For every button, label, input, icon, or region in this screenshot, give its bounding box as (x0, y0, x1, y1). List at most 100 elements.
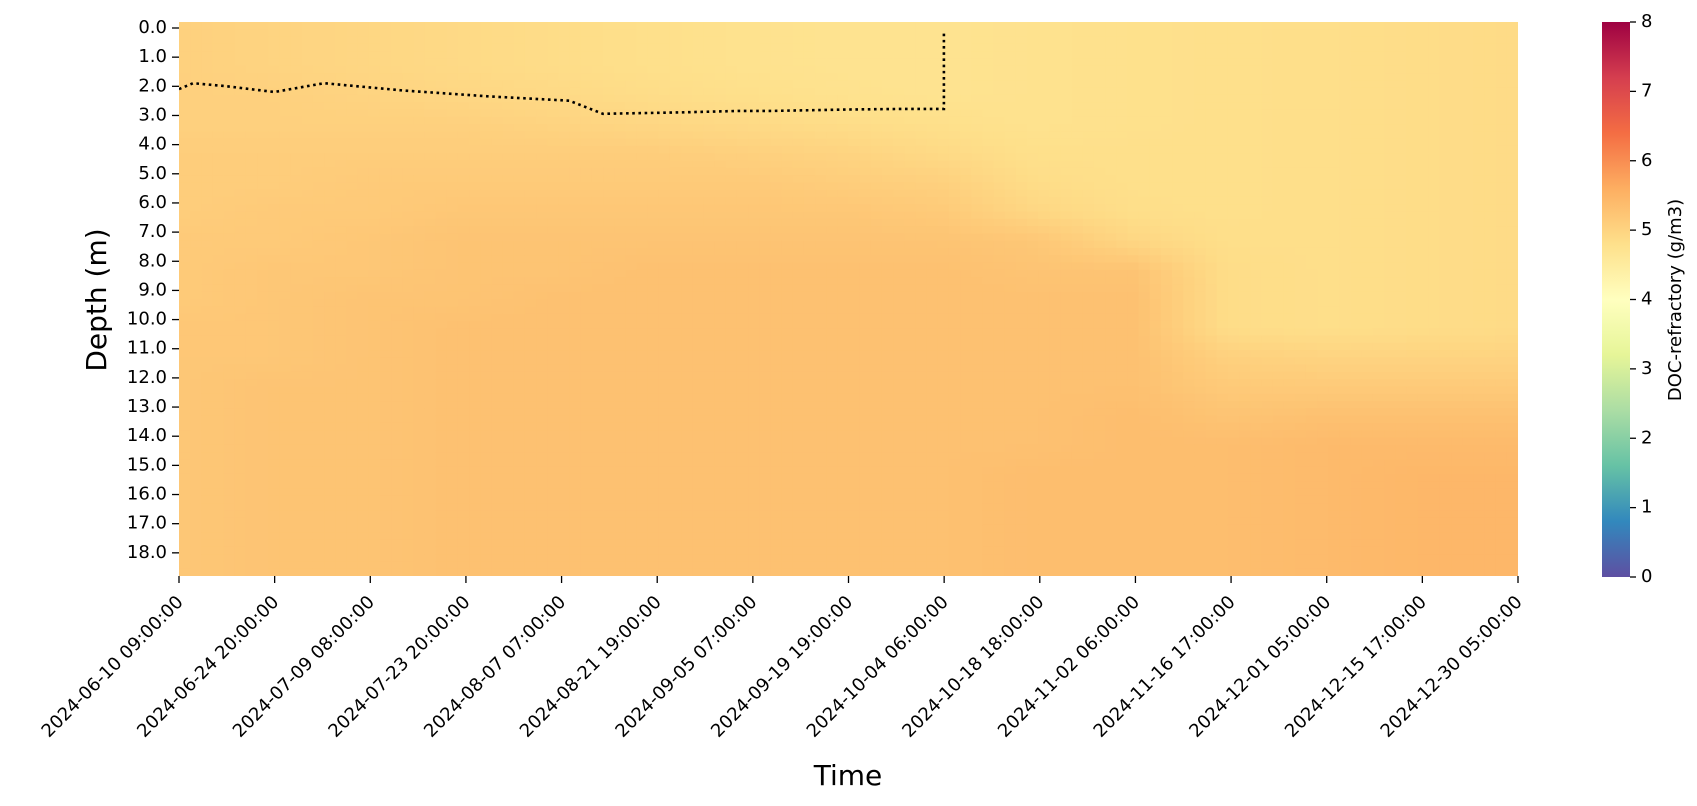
heatmap-cell (781, 22, 794, 30)
heatmap-cell (245, 291, 258, 300)
heatmap-cell (324, 145, 336, 154)
heatmap-cell (480, 43, 493, 52)
heatmap-cell (379, 335, 392, 344)
heatmap-cell (658, 284, 671, 293)
heatmap-cell (837, 335, 850, 344)
heatmap-cell (703, 109, 716, 118)
heatmap-cell (681, 94, 693, 103)
heatmap-cell (212, 226, 225, 234)
heatmap-cell (580, 328, 593, 337)
heatmap-cell (669, 328, 682, 337)
heatmap-cell (245, 277, 258, 286)
heatmap-cell (391, 116, 403, 125)
heatmap-cell (558, 495, 571, 504)
heatmap-cell (692, 408, 705, 417)
heatmap-cell (179, 284, 191, 293)
heatmap-cell (480, 131, 493, 140)
heatmap-cell (904, 240, 917, 249)
heatmap-cell (257, 357, 269, 366)
heatmap-cell (792, 94, 805, 103)
heatmap-cell (636, 539, 649, 548)
heatmap-cell (480, 116, 493, 125)
heatmap-cell (636, 401, 649, 409)
heatmap-cell (614, 561, 626, 570)
heatmap-cell (245, 167, 258, 176)
heatmap-cell (893, 539, 905, 548)
heatmap-cell (301, 189, 314, 198)
heatmap-cell (335, 284, 347, 293)
heatmap-cell (257, 277, 269, 286)
heatmap-cell (413, 335, 426, 344)
heatmap-cell (491, 58, 504, 67)
heatmap-cell (669, 51, 682, 60)
heatmap-cell (491, 80, 504, 89)
heatmap-cell (524, 262, 537, 271)
heatmap-cell (881, 94, 894, 103)
heatmap-cell (301, 546, 314, 555)
heatmap-cell (335, 73, 347, 81)
heatmap-cell (234, 517, 247, 526)
heatmap-cell (536, 568, 548, 576)
heatmap-cell (815, 218, 827, 227)
heatmap-cell (614, 473, 626, 482)
heatmap-cell (301, 160, 314, 169)
heatmap-cell (290, 51, 303, 60)
heatmap-cell (547, 73, 559, 81)
heatmap-cell (625, 153, 638, 162)
heatmap-cell (469, 386, 481, 395)
heatmap-cell (524, 379, 537, 388)
heatmap-cell (346, 364, 359, 373)
heatmap-cell (636, 422, 649, 431)
heatmap-cell (580, 73, 593, 81)
heatmap-cell (513, 401, 526, 409)
heatmap-cell (201, 328, 214, 337)
heatmap-cell (803, 437, 816, 446)
heatmap-cell (279, 291, 292, 300)
heatmap-cell (893, 313, 905, 322)
heatmap-cell (513, 87, 526, 96)
heatmap-cell (424, 131, 437, 140)
heatmap-cell (424, 138, 437, 147)
heatmap-cell (357, 539, 370, 548)
heatmap-cell (703, 546, 716, 555)
heatmap-cell (335, 459, 347, 468)
heatmap-cell (245, 269, 258, 278)
heatmap-cell (770, 116, 783, 125)
heatmap-cell (692, 262, 705, 271)
heatmap-cell (379, 22, 392, 30)
heatmap-cell (379, 291, 392, 300)
heatmap-cell (346, 65, 359, 74)
heatmap-cell (692, 196, 705, 205)
heatmap-cell (736, 73, 749, 81)
heatmap-cell (502, 328, 515, 337)
heatmap-cell (614, 291, 626, 300)
heatmap-cell (770, 561, 783, 570)
heatmap-cell (669, 196, 682, 205)
heatmap-cell (603, 284, 615, 293)
heatmap-cell (759, 87, 771, 96)
heatmap-cell (881, 65, 894, 74)
heatmap-cell (290, 539, 303, 548)
heatmap-cell (636, 218, 649, 227)
heatmap-cell (770, 401, 783, 409)
heatmap-cell (324, 80, 336, 89)
heatmap-cell (781, 247, 794, 256)
heatmap-cell (636, 87, 649, 96)
heatmap-cell (435, 466, 448, 475)
heatmap-cell (558, 284, 571, 293)
heatmap-cell (725, 524, 738, 533)
heatmap-cell (803, 247, 816, 256)
heatmap-cell (893, 43, 905, 52)
heatmap-cell (703, 255, 716, 264)
heatmap-cell (357, 167, 370, 176)
heatmap-cell (480, 415, 493, 424)
heatmap-cell (815, 554, 827, 563)
heatmap-cell (904, 138, 917, 147)
heatmap-cell (580, 422, 593, 431)
heatmap-cell (257, 473, 269, 482)
heatmap-cell (435, 335, 448, 344)
heatmap-cell (491, 247, 504, 256)
heatmap-cell (748, 328, 760, 337)
heatmap-cell (792, 364, 805, 373)
heatmap-cell (725, 546, 738, 555)
